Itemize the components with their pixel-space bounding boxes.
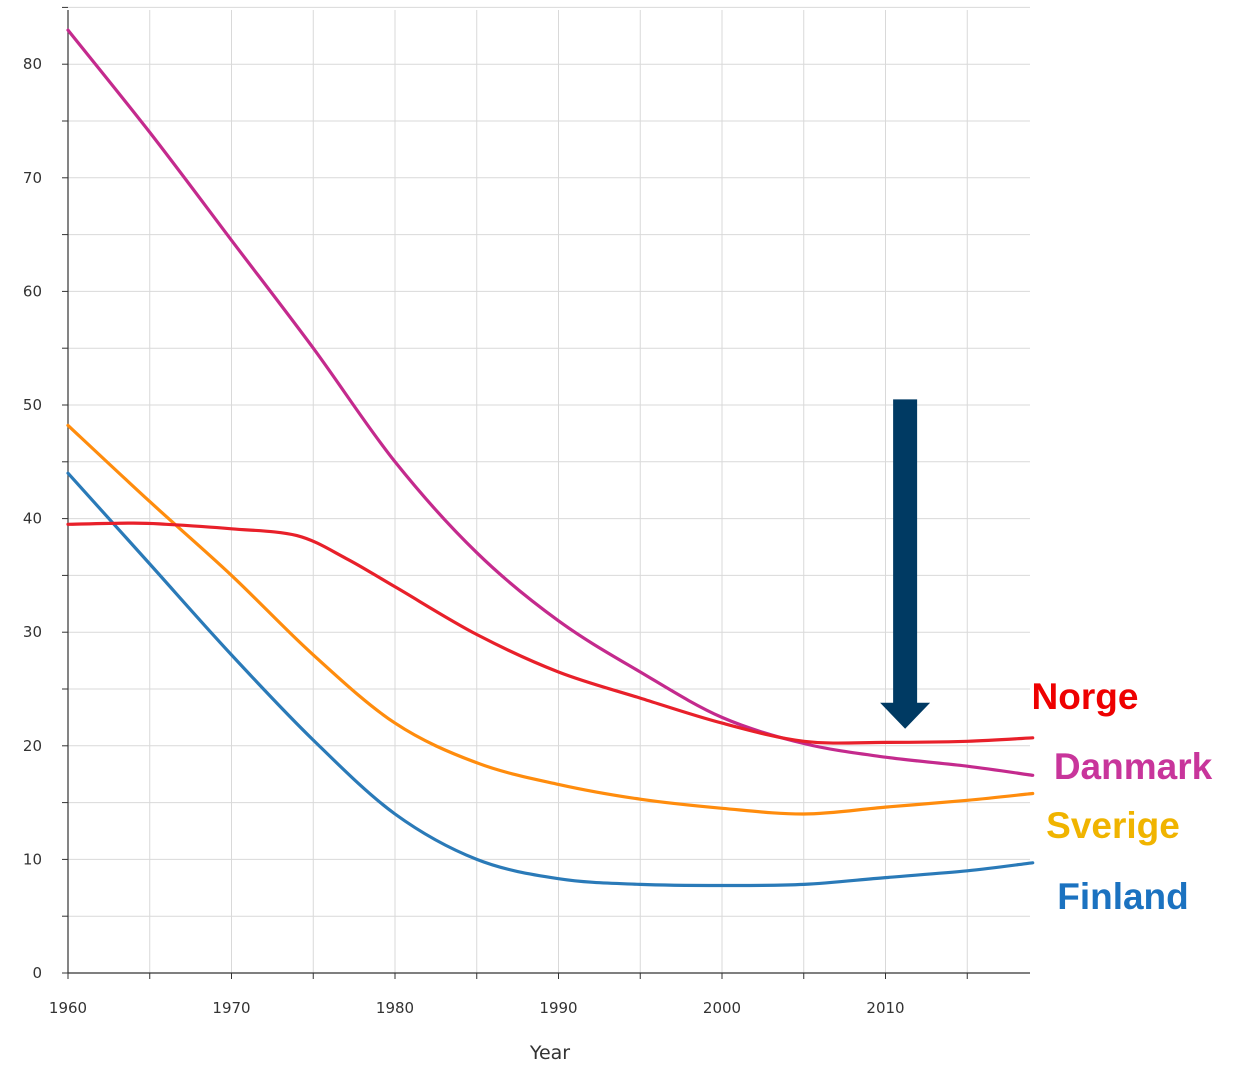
series-label-danmark: Danmark <box>1054 746 1213 787</box>
y-tick-label: 40 <box>23 510 42 528</box>
y-tick-label: 50 <box>23 396 42 414</box>
grid <box>68 6 1030 973</box>
series-labels: Norge Danmark Sverige Finland <box>1032 676 1213 917</box>
series-label-norge: Norge <box>1032 676 1139 717</box>
series-line-norge <box>66 521 1035 745</box>
tick-labels: 0 10 20 30 40 50 60 70 80 1960 1970 1980 1990 2000 201… <box>23 55 905 1017</box>
y-tick-label: 20 <box>23 737 42 755</box>
annotations <box>880 399 931 729</box>
down-arrow-icon <box>880 399 931 729</box>
y-tick-label: 80 <box>23 55 42 73</box>
series-label-sverige: Sverige <box>1046 805 1180 846</box>
axes <box>62 6 1030 979</box>
series-line-finland <box>66 471 1035 888</box>
series-lines <box>66 28 1035 888</box>
y-tick-label: 0 <box>32 964 42 982</box>
y-tick-label: 10 <box>23 850 42 868</box>
x-tick-label: 1960 <box>49 999 87 1017</box>
x-tick-label: 2000 <box>703 999 741 1017</box>
y-tick-label: 60 <box>23 282 42 300</box>
x-tick-label: 1980 <box>376 999 414 1017</box>
x-axis-title: Year <box>529 1042 570 1064</box>
x-tick-label: 1990 <box>539 999 577 1017</box>
y-tick-label: 70 <box>23 169 42 187</box>
x-tick-label: 2010 <box>866 999 904 1017</box>
x-tick-label: 1970 <box>212 999 250 1017</box>
series-line-sverige <box>66 423 1035 816</box>
y-tick-label: 30 <box>23 623 42 641</box>
series-label-finland: Finland <box>1057 876 1189 917</box>
series-line-danmark <box>66 28 1035 777</box>
